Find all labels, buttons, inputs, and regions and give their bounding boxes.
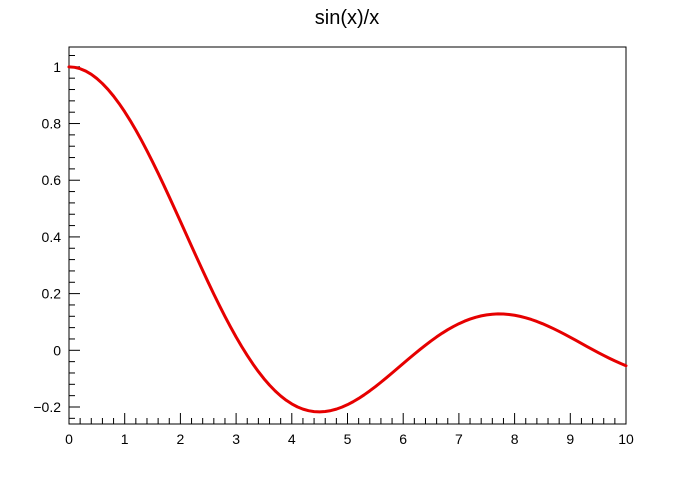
y-tick-label: 0.8 [42, 116, 62, 132]
y-tick-label: 0.2 [42, 286, 62, 302]
x-axis: 0 1 2 3 4 5 6 7 8 9 10 [65, 413, 634, 447]
y-tick-label: 0 [53, 342, 61, 358]
x-tick-label: 8 [511, 431, 519, 447]
x-tick-label: 4 [288, 431, 296, 447]
x-tick-label: 3 [232, 431, 240, 447]
x-tick-label: 10 [618, 431, 634, 447]
x-tick-label: 2 [177, 431, 185, 447]
y-tick-label: 1 [53, 59, 61, 75]
x-tick-label: 1 [121, 431, 129, 447]
chart-title: sin(x)/x [315, 7, 379, 29]
series-layer [67, 65, 628, 414]
series-line [67, 65, 628, 414]
plot-frame [68, 46, 627, 425]
x-tick-label: 5 [344, 431, 352, 447]
x-tick-label: 9 [566, 431, 574, 447]
x-tick-label: 6 [399, 431, 407, 447]
y-axis: −0.2 0 0.2 0.4 0.6 0.8 1 [33, 55, 80, 419]
x-tick-label: 7 [455, 431, 463, 447]
y-tick-label: 0.4 [42, 229, 62, 245]
y-tick-label: −0.2 [33, 399, 61, 415]
x-tick-label: 0 [65, 431, 73, 447]
y-tick-label: 0.6 [42, 172, 62, 188]
